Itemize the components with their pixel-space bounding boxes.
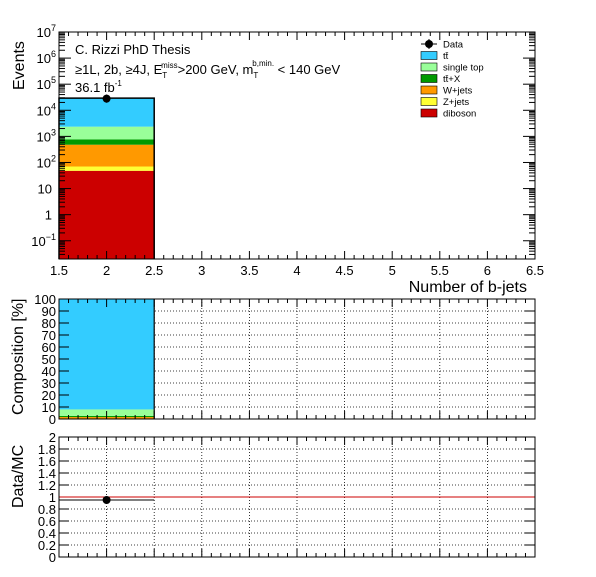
main-xtick-label-1: 2 — [103, 263, 110, 278]
lumi-label: 36.1 fb-1 — [75, 79, 122, 95]
legend-swatch-4 — [420, 97, 438, 106]
main-bar-2 — [59, 144, 155, 167]
ratio-panel: 00.20.40.60.811.21.41.61.82 Data/MC — [10, 430, 536, 565]
legend-swatch-0 — [420, 51, 438, 60]
ratio-ytick-label-10: 2 — [49, 430, 56, 445]
composition-ytick-label-1: 10 — [42, 400, 56, 415]
ratio-ytick-label-5: 1 — [49, 490, 56, 505]
main-bar-4 — [59, 126, 155, 140]
main-xtick-label-8: 5.5 — [431, 263, 449, 278]
ratio-ytick-label-4: 0.8 — [38, 502, 56, 517]
composition-ytick-label-7: 70 — [42, 328, 56, 343]
legend-label-5: diboson — [443, 109, 476, 120]
main-xtick-label-9: 6 — [484, 263, 491, 278]
main-ytick-label-1: 1 — [45, 208, 52, 223]
ratio-ytick-label-0: 0 — [49, 550, 56, 565]
composition-ytick-label-5: 50 — [42, 352, 56, 367]
main-bar-3 — [59, 139, 155, 145]
composition-bar-5 — [59, 299, 155, 410]
composition-ytick-label-8: 80 — [42, 316, 56, 331]
chart-title: C. Rizzi PhD Thesis — [75, 42, 191, 57]
main-xtick-label-6: 4.5 — [336, 263, 354, 278]
main-xtick-label-3: 3 — [198, 263, 205, 278]
main-panel: 10−1 1 10 102 103 104 105 106 107 1.5 2 2.5 3 3.5 4 4.5… — [11, 23, 544, 296]
main-ytick-label-5: 104 — [37, 101, 56, 118]
main-data-point — [102, 94, 111, 103]
main-stack — [58, 97, 155, 259]
legend-label-4: Z+jets — [443, 97, 469, 108]
composition-ytick-label-3: 30 — [42, 376, 56, 391]
chart-subtitle: ≥1L, 2b, ≥4J, ETmiss>200 GeV, mTb,min. <… — [75, 59, 341, 80]
composition-ytick-label-6: 60 — [42, 340, 56, 355]
main-ylabel: Events — [11, 41, 28, 90]
ratio-ytick-label-2: 0.4 — [38, 526, 56, 541]
main-ytick-label-8: 107 — [37, 23, 56, 40]
composition-ylabel: Composition [%] — [10, 299, 27, 416]
legend-swatch-5 — [420, 108, 438, 118]
ratio-point-0 — [102, 496, 111, 504]
composition-ytick-label-9: 90 — [42, 304, 56, 319]
ratio-ytick-label-9: 1.8 — [38, 442, 56, 457]
main-xtick-label-4: 3.5 — [240, 263, 258, 278]
main-bar-0 — [59, 170, 155, 259]
main-ytick-label-7: 106 — [37, 49, 56, 66]
ratio-marks — [59, 496, 535, 504]
legend-data-marker — [425, 40, 433, 48]
main-axis-ticks: 10−1 1 10 102 103 104 105 106 107 1.5 2 2.5 3 3.5 4 4.5… — [31, 23, 544, 278]
ratio-frame — [58, 436, 536, 558]
main-ytick-label-2: 10 — [38, 182, 52, 197]
legend-label-0: tt̄ — [443, 51, 449, 62]
main-bar-5 — [59, 98, 155, 127]
composition-ytick-label-10: 100 — [34, 292, 56, 307]
main-ytick-label-4: 103 — [37, 127, 56, 144]
legend-swatch-1 — [420, 62, 438, 72]
main-ytick-label-6: 105 — [37, 75, 56, 92]
composition-frame — [58, 298, 536, 420]
legend-label-1: single top — [443, 63, 484, 74]
main-xtick-label-2: 2.5 — [145, 263, 163, 278]
ratio-ytick-label-1: 0.2 — [38, 538, 56, 553]
ratio-ytick-label-6: 1.2 — [38, 478, 56, 493]
ratio-ytick-label-7: 1.4 — [38, 466, 56, 481]
main-xtick-label-5: 4 — [293, 263, 300, 278]
main-ytick-label-3: 102 — [37, 153, 56, 170]
composition-stack — [59, 299, 155, 420]
main-xlabel: Number of b-jets — [409, 279, 527, 296]
main-xtick-label-0: 1.5 — [50, 263, 68, 278]
main-bar-1 — [59, 166, 155, 171]
legend-label-data: Data — [443, 40, 464, 51]
ratio-ylabel: Data/MC — [10, 445, 27, 508]
composition-ytick-label-4: 40 — [42, 364, 56, 379]
legend-swatch-3 — [420, 85, 438, 95]
composition-ytick-label-0: 0 — [49, 412, 56, 427]
ratio-ytick-label-8: 1.6 — [38, 454, 56, 469]
data-point — [102, 94, 111, 103]
main-xtick-label-7: 5 — [389, 263, 396, 278]
main-frame — [58, 31, 536, 260]
composition-ytick-label-2: 20 — [42, 388, 56, 403]
legend-label-2: tt̄+X — [443, 74, 461, 85]
ratio-axis-ticks: 00.20.40.60.811.21.41.61.82 — [38, 430, 536, 565]
main-ytick-label-0: 10−1 — [31, 232, 56, 249]
legend-label-3: W+jets — [443, 86, 473, 97]
ratio-ytick-label-3: 0.6 — [38, 514, 56, 529]
legend-swatch-2 — [420, 74, 438, 83]
main-xtick-label-10: 6.5 — [526, 263, 544, 278]
